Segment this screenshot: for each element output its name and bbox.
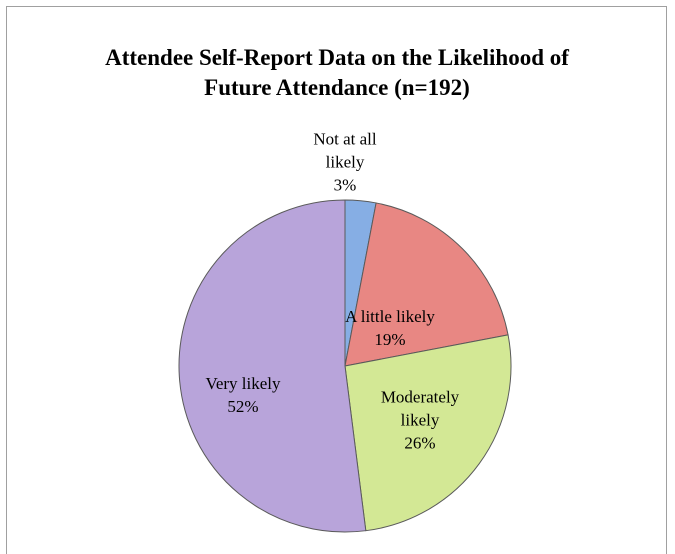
chart-frame — [6, 6, 667, 554]
slice-label: Not at all likely 3% — [300, 128, 390, 197]
slice-name: Moderately likely — [380, 387, 460, 430]
pie-slice — [178, 199, 367, 533]
slice-value: 26% — [404, 433, 436, 453]
pie-slice — [344, 334, 512, 532]
slice-label: Moderately likely 26% — [365, 386, 475, 455]
slice-value: 3% — [333, 175, 357, 195]
slice-name: Very likely — [205, 374, 281, 393]
slice-label: Very likely 52% — [188, 372, 298, 418]
slice-label: A little likely 19% — [320, 305, 460, 351]
slice-name: A little likely — [345, 307, 435, 326]
slice-value: 19% — [374, 330, 406, 349]
slice-name: Not at all likely — [313, 129, 377, 172]
slice-value: 52% — [227, 397, 259, 416]
chart-title: Attendee Self-Report Data on the Likelih… — [105, 45, 569, 100]
pie-slice — [344, 202, 509, 367]
